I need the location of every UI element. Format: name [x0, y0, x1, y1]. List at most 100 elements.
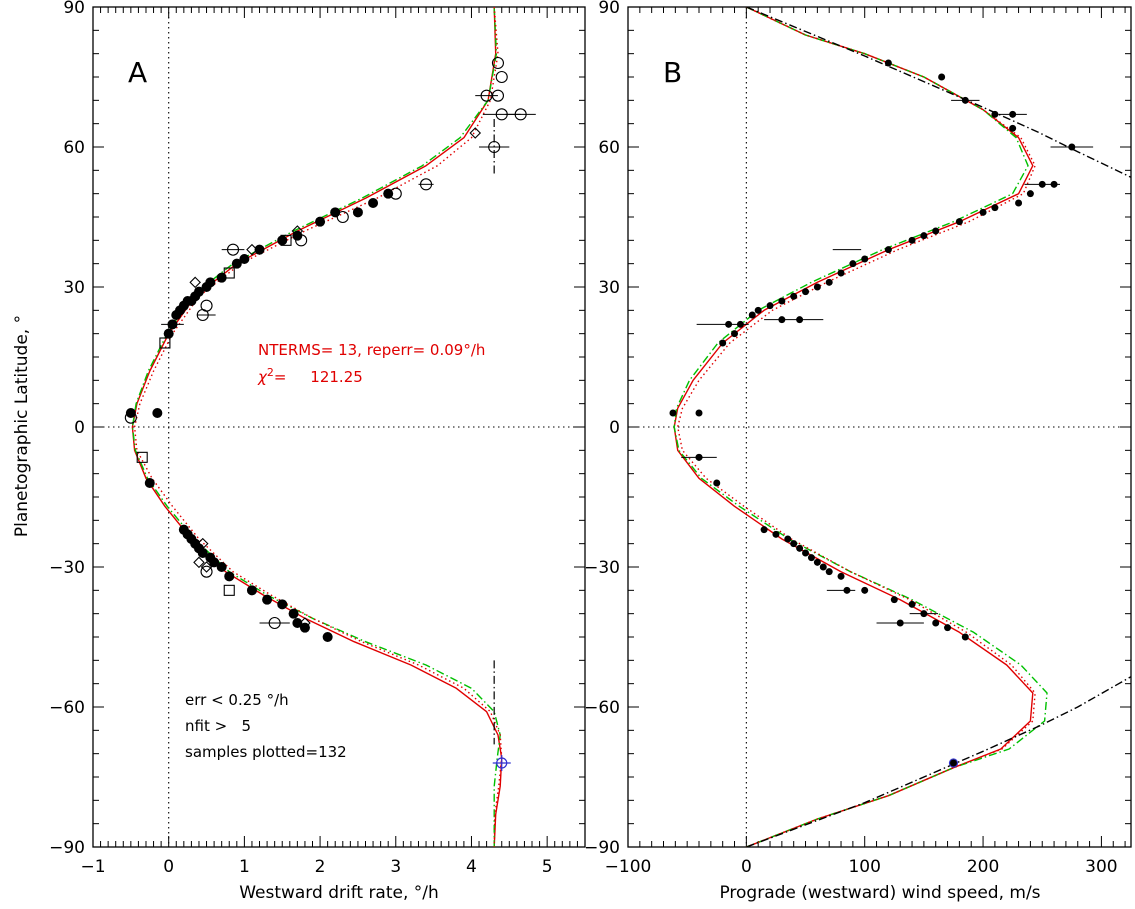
panel-a-xtick-label: 1: [239, 857, 250, 877]
panel-a-data-point-open-circle: [419, 178, 433, 191]
panel-b-ytick-label: −90: [584, 838, 620, 858]
panel-b-data-point: [955, 218, 963, 226]
panel-a-data-point: [254, 244, 265, 255]
panel-b-data-point: [1009, 124, 1017, 132]
chi-value: = 121.25: [274, 368, 363, 386]
panel-b-data-point: [778, 297, 786, 305]
panel-b-data-point: [754, 306, 762, 314]
panel-a-data-point: [262, 594, 273, 605]
panel-b-data-point: [796, 316, 804, 324]
panel-b-data-point: [784, 535, 792, 543]
panel-a-ytick-label: 60: [63, 138, 85, 158]
panel-b-data-point: [932, 227, 940, 235]
note-nfit: nfit > 5: [185, 717, 251, 735]
panel-b-data-point: [807, 554, 815, 562]
panel-a-xtick-label: 4: [466, 857, 477, 877]
panel-a-data-point-diamond: [189, 276, 201, 289]
note-samples: samples plotted=132: [185, 743, 347, 761]
panel-a-data-point: [163, 328, 174, 339]
panel-a-xlabel: Westward drift rate, °/h: [239, 883, 439, 903]
panel-b-data-point: [896, 619, 904, 627]
panel-b-data-point: [802, 549, 810, 557]
panel-b-data-point: [991, 204, 999, 212]
chi-superscript: 2: [267, 366, 274, 379]
panel-b-data-point: [790, 292, 798, 300]
panel-b-data-point: [813, 283, 821, 291]
panel-a-data-point: [167, 319, 178, 330]
panel-b-data-point: [884, 246, 892, 254]
panel-a-data-point-open-circle: [295, 234, 308, 247]
panel-a-data-point-open-circle: [495, 70, 508, 84]
panel-a-data-point-open-circle: [200, 565, 213, 578]
panel-b-ytick-label: 90: [598, 0, 620, 18]
panel-a-ytick-label: −30: [49, 558, 85, 578]
panel-a-data-point-open-circle: [488, 140, 501, 154]
panel-a-data-point: [144, 478, 155, 488]
panel-b-polar-marker: [948, 758, 959, 768]
panel-b-data-point: [861, 255, 869, 263]
panel-a-data-point-square: [280, 234, 292, 246]
panel-b-data-point: [890, 596, 898, 604]
panel-b-data-point: [766, 302, 774, 310]
panel-b-data-point: [802, 288, 810, 296]
panel-b-letter: B: [663, 56, 682, 89]
panel-b-ytick-label: −30: [584, 558, 620, 578]
panel-a-xtick-label: −1: [80, 857, 105, 877]
panel-b-data-point: [736, 320, 744, 328]
panel-a-data-point: [231, 258, 242, 269]
panel-a-data-point-open-circle: [491, 89, 505, 102]
panel-a-data-point-diamond: [196, 537, 209, 550]
panel-b-data-point: [849, 260, 857, 268]
panel-b-data-point: [1038, 180, 1046, 188]
panel-a-data-point-diamond: [299, 617, 311, 629]
panel-b-data-point: [991, 110, 999, 118]
panel-a-data-point-diamond: [193, 556, 205, 569]
panel-a-data-point-diamond: [291, 225, 304, 237]
panel-b-data-point: [938, 73, 946, 81]
panel-a-data-point-open-circle: [268, 616, 281, 630]
panel-b-fit-curve-2: [677, 7, 1036, 847]
panel-b-ytick-label: −60: [584, 698, 620, 718]
panel-b-data-point: [944, 624, 952, 632]
panel-a-data-point: [125, 408, 136, 418]
panel-b-data-point: [961, 633, 969, 641]
panel-b-data-point: [1068, 143, 1076, 151]
panel-b-data-point: [949, 759, 957, 767]
panel-b-data-point: [772, 530, 780, 538]
panel-b-data-point: [695, 453, 703, 461]
panel-b-data-point: [1009, 110, 1017, 118]
panel-b-data-point: [695, 409, 703, 417]
panel-a-data-point-open-circle: [514, 108, 527, 121]
panel-a-ytick-label: 0: [74, 418, 85, 438]
panel-b-data-point: [713, 479, 721, 487]
panel-b-data-point: [813, 558, 821, 566]
panel-a-data-point: [152, 408, 163, 418]
panel-b-data-point: [731, 330, 739, 338]
panel-a-data-point: [315, 216, 326, 227]
panel-a-ytick-label: 90: [63, 0, 85, 18]
panel-b-data-point: [961, 96, 969, 104]
panel-a-data-point-open-circle: [124, 411, 137, 424]
panel-a-data-point: [197, 548, 208, 558]
panel-a-fit-curve-2: [133, 7, 503, 847]
fit-note-line1: NTERMS= 13, reperr= 0.09°/h: [258, 341, 485, 359]
panel-b-data-point: [1050, 180, 1058, 188]
panel-b-ytick-label: 60: [598, 138, 620, 158]
panel-b-data-point: [825, 568, 833, 576]
panel-a-data-point: [216, 562, 227, 572]
panel-a-ytick-label: −90: [49, 838, 85, 858]
panel-a-data-point: [224, 571, 235, 582]
panel-a-data-point-open-circle: [491, 56, 505, 70]
panel-a-data-point: [352, 207, 363, 218]
panel-b-xtick-label: 100: [848, 857, 880, 877]
panel-a-data-point-open-circle: [389, 187, 402, 200]
panel-b-data-point: [748, 311, 756, 319]
panel-a-data-point-open-circle: [336, 210, 349, 224]
panel-a-data-point-square: [136, 451, 148, 463]
panel-b-data-point: [837, 572, 845, 580]
panel-b-data-point: [796, 544, 804, 552]
panel-b-xtick-label: 0: [741, 857, 752, 877]
panel-a-data-point-open-circle: [495, 108, 508, 121]
panel-a-data-point-square: [223, 584, 235, 596]
